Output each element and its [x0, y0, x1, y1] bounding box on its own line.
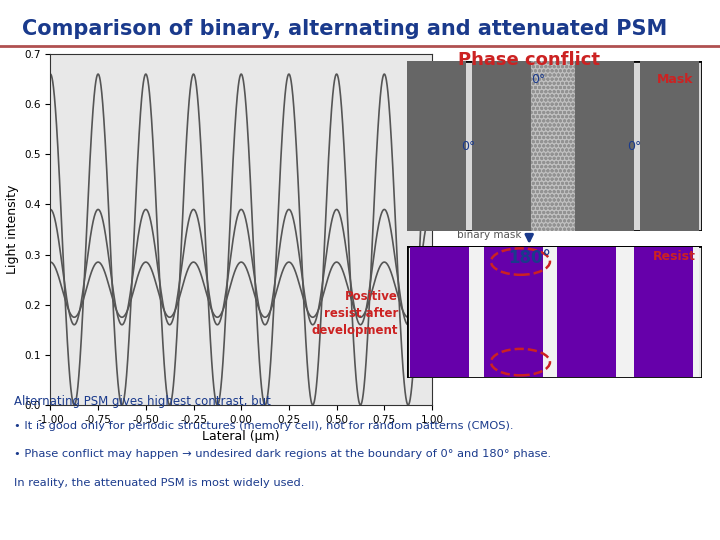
- Bar: [531, 61, 575, 231]
- Text: 180°: 180°: [508, 249, 551, 267]
- Bar: [640, 61, 699, 231]
- Bar: [531, 61, 575, 231]
- Bar: [575, 61, 634, 231]
- Y-axis label: Light intensity: Light intensity: [6, 185, 19, 274]
- Text: • Phase conflict may happen → undesired dark regions at the boundary of 0° and 1: • Phase conflict may happen → undesired …: [14, 449, 552, 460]
- Text: Alternating PSM gives highest contrast, but: Alternating PSM gives highest contrast, …: [14, 395, 271, 408]
- Bar: [472, 61, 531, 231]
- Text: Mask: Mask: [657, 73, 693, 86]
- Text: Resist: Resist: [653, 249, 696, 262]
- Text: Positive
resist after
development: Positive resist after development: [312, 289, 398, 337]
- Text: Conventional
binary mask: Conventional binary mask: [412, 219, 526, 240]
- Text: 0°: 0°: [531, 73, 545, 86]
- Bar: [407, 61, 466, 231]
- Text: Alternating
PSM: Alternating PSM: [412, 93, 515, 115]
- Text: In reality, the attenuated PSM is most widely used.: In reality, the attenuated PSM is most w…: [14, 478, 305, 488]
- Text: 0°: 0°: [462, 139, 476, 153]
- Bar: [557, 247, 616, 377]
- Text: Phase conflict: Phase conflict: [458, 51, 600, 69]
- Text: Comparison of binary, alternating and attenuated PSM: Comparison of binary, alternating and at…: [22, 19, 667, 39]
- Bar: [410, 247, 469, 377]
- Bar: [484, 247, 543, 377]
- Bar: [634, 247, 693, 377]
- Text: Attenuated
PSM: Attenuated PSM: [412, 279, 516, 300]
- Text: • It is good only for periodic structures (memory cell), not for random patterns: • It is good only for periodic structure…: [14, 421, 514, 431]
- Text: 0°: 0°: [627, 139, 642, 153]
- X-axis label: Lateral (μm): Lateral (μm): [202, 430, 280, 443]
